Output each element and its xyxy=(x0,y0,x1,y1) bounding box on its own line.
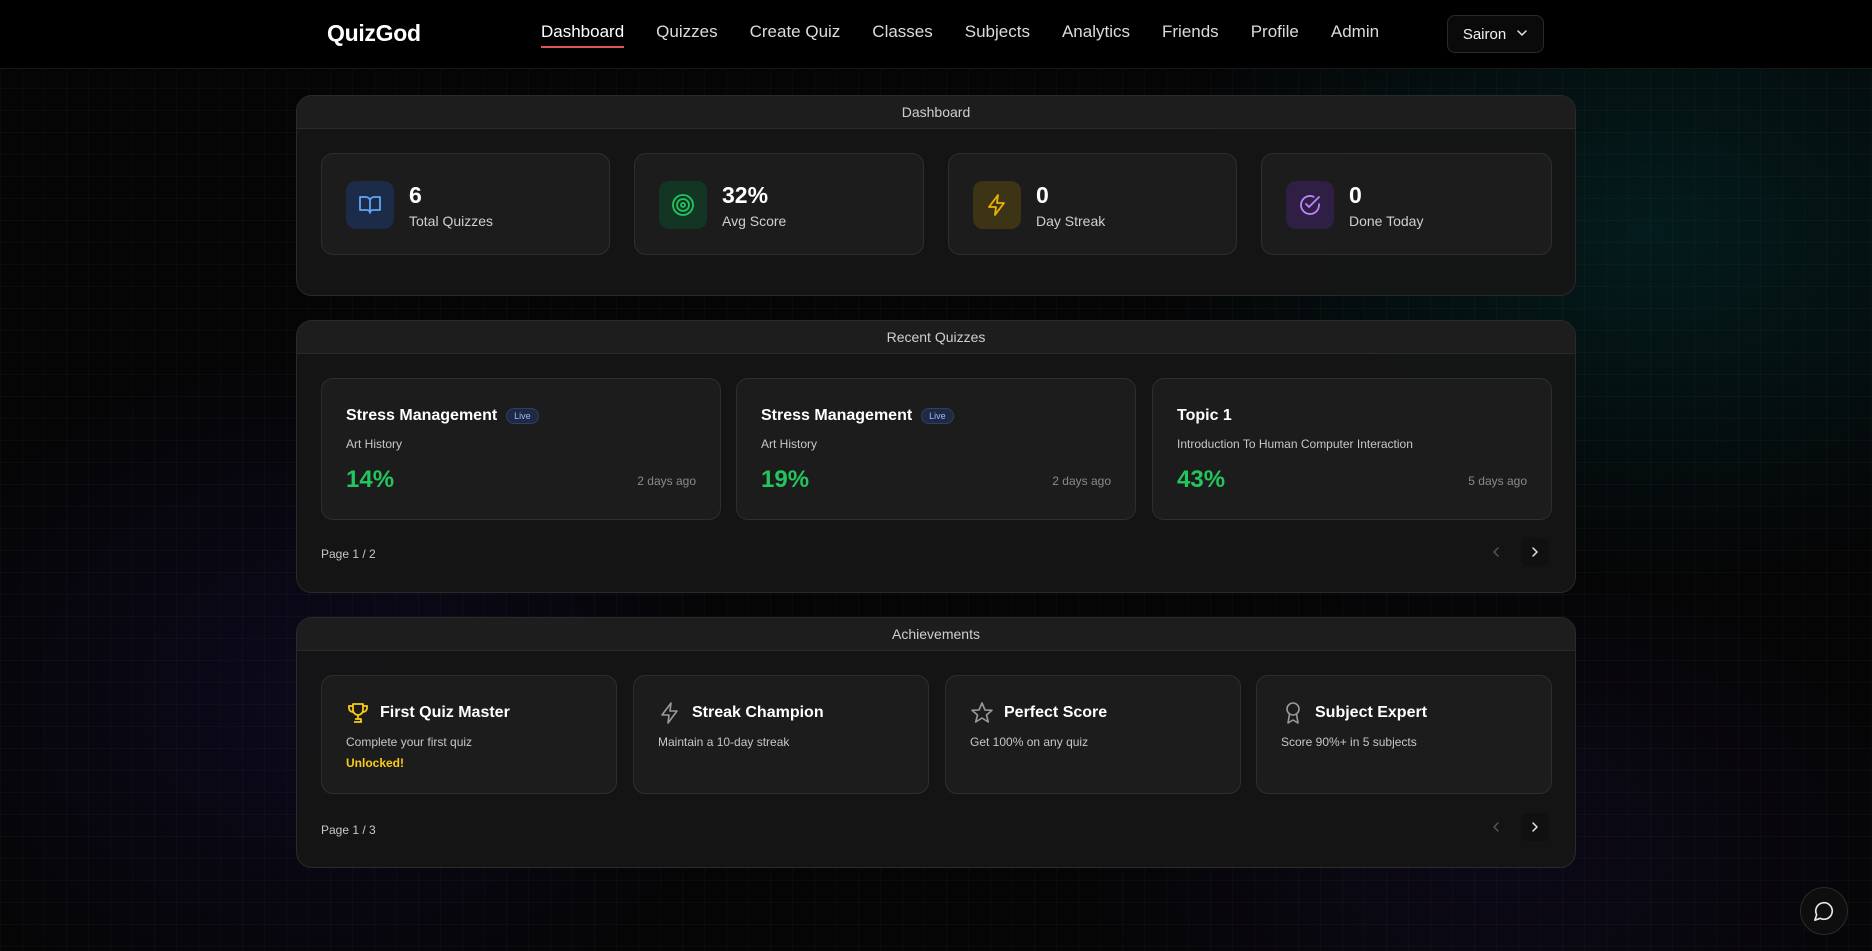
stat-value: 32% xyxy=(722,182,769,208)
achievement-desc: Score 90%+ in 5 subjects xyxy=(1281,735,1417,749)
chevron-right-icon xyxy=(1532,547,1538,557)
quiz-title: Topic 1 xyxy=(1177,407,1232,425)
quiz-title-text: Topic 1 xyxy=(1177,407,1232,424)
lightning-icon xyxy=(661,702,678,724)
achievement-status: Unlocked! xyxy=(346,756,405,770)
star-icon xyxy=(971,702,993,723)
chevron-down-icon xyxy=(1516,26,1528,43)
quiz-score: 43% xyxy=(1177,466,1226,493)
user-name: Sairon xyxy=(1462,25,1507,43)
quiz-time: 2 days ago xyxy=(637,474,696,488)
quiz-title: Stress Management Live xyxy=(761,407,954,425)
check-circle-icon xyxy=(1286,181,1334,229)
quiz-score: 19% xyxy=(761,466,810,493)
award-icon xyxy=(1286,702,1300,724)
achievement-card: First Quiz Master Complete your first qu… xyxy=(321,675,617,794)
page-indicator: Page 1 / 3 xyxy=(321,823,376,837)
stat-label: Avg Score xyxy=(722,213,787,229)
nav-dashboard[interactable]: Dashboard xyxy=(541,22,625,48)
achievement-desc: Complete your first quiz xyxy=(346,735,473,749)
achievement-card: Streak Champion Maintain a 10-day streak xyxy=(633,675,929,794)
prev-page-button[interactable] xyxy=(1482,813,1510,841)
nav-profile[interactable]: Profile xyxy=(1250,22,1299,41)
chevron-left-icon xyxy=(1493,822,1499,832)
nav-classes[interactable]: Classes xyxy=(872,22,933,41)
quiz-card[interactable]: Topic 1 Introduction To Human Computer I… xyxy=(1152,378,1552,520)
achievement-title-text: First Quiz Master xyxy=(380,704,510,721)
achievement-title-text: Streak Champion xyxy=(692,704,824,721)
chevron-right-icon xyxy=(1532,822,1538,832)
achievement-desc: Get 100% on any quiz xyxy=(970,735,1089,749)
nav-subjects[interactable]: Subjects xyxy=(964,22,1030,41)
dashboard-section: Dashboard 6 Total Quizzes 32% Avg Score … xyxy=(296,95,1576,296)
achievement-title-text: Subject Expert xyxy=(1315,704,1428,721)
quiz-card[interactable]: Stress Management Live Art History 19% 2… xyxy=(736,378,1136,520)
next-page-button[interactable] xyxy=(1521,813,1549,841)
nav-links: Dashboard Quizzes Create Quiz Classes Su… xyxy=(541,22,1411,48)
quiz-title: Stress Management Live xyxy=(346,407,539,425)
page-indicator: Page 1 / 2 xyxy=(321,547,376,561)
nav-friends[interactable]: Friends xyxy=(1162,22,1219,41)
stat-label: Total Quizzes xyxy=(409,213,494,229)
stat-card-done-today: 0 Done Today xyxy=(1261,153,1552,255)
prev-page-button[interactable] xyxy=(1482,538,1510,566)
lightning-icon xyxy=(973,181,1021,229)
achievements-section: Achievements First Quiz Master Complete … xyxy=(296,617,1576,868)
stat-value: 6 xyxy=(409,182,422,208)
chat-button[interactable] xyxy=(1800,887,1848,935)
nav-quizzes[interactable]: Quizzes xyxy=(656,22,718,41)
achievement-desc: Maintain a 10-day streak xyxy=(658,735,790,749)
stat-card-avg-score: 32% Avg Score xyxy=(634,153,924,255)
achievement-title-text: Perfect Score xyxy=(1004,704,1108,721)
achievement-title: First Quiz Master xyxy=(346,701,510,725)
achievement-title: Streak Champion xyxy=(658,701,824,725)
achievement-title: Perfect Score xyxy=(970,701,1107,725)
achievement-title: Subject Expert xyxy=(1281,701,1427,725)
stat-label: Day Streak xyxy=(1036,213,1106,229)
target-icon xyxy=(659,181,707,229)
brand-logo[interactable]: QuizGod xyxy=(327,20,421,46)
chevron-left-icon xyxy=(1493,547,1499,557)
nav-analytics[interactable]: Analytics xyxy=(1061,22,1130,41)
quiz-card[interactable]: Stress Management Live Art History 14% 2… xyxy=(321,378,721,520)
section-header: Dashboard xyxy=(297,96,1575,129)
chat-bubble-icon xyxy=(1814,901,1834,921)
nav-admin[interactable]: Admin xyxy=(1330,22,1380,41)
stat-label: Done Today xyxy=(1349,213,1424,229)
trophy-icon xyxy=(348,703,368,723)
achievement-card: Subject Expert Score 90%+ in 5 subjects xyxy=(1256,675,1552,794)
achievement-card: Perfect Score Get 100% on any quiz xyxy=(945,675,1241,794)
section-header: Recent Quizzes xyxy=(297,321,1575,354)
quiz-time: 2 days ago xyxy=(1052,474,1111,488)
stat-value: 0 xyxy=(1036,182,1049,208)
nav-create-quiz[interactable]: Create Quiz xyxy=(749,22,841,41)
quiz-time: 5 days ago xyxy=(1468,474,1527,488)
user-menu-button[interactable]: Sairon xyxy=(1447,15,1544,53)
live-badge: Live xyxy=(921,408,954,424)
top-navigation: QuizGod Dashboard Quizzes Create Quiz Cl… xyxy=(0,0,1872,69)
quiz-title-text: Stress Management xyxy=(346,407,498,424)
book-open-icon xyxy=(346,181,394,229)
live-badge: Live xyxy=(506,408,539,424)
stat-value: 0 xyxy=(1349,182,1362,208)
recent-quizzes-section: Recent Quizzes Stress Management Live Ar… xyxy=(296,320,1576,593)
quiz-subject: Introduction To Human Computer Interacti… xyxy=(1177,437,1413,451)
stat-card-day-streak: 0 Day Streak xyxy=(948,153,1237,255)
section-header: Achievements xyxy=(297,618,1575,651)
quiz-subject: Art History xyxy=(761,437,818,451)
next-page-button[interactable] xyxy=(1521,538,1549,566)
quiz-subject: Art History xyxy=(346,437,403,451)
quiz-score: 14% xyxy=(346,466,395,493)
quiz-title-text: Stress Management xyxy=(761,407,913,424)
stat-card-total-quizzes: 6 Total Quizzes xyxy=(321,153,610,255)
